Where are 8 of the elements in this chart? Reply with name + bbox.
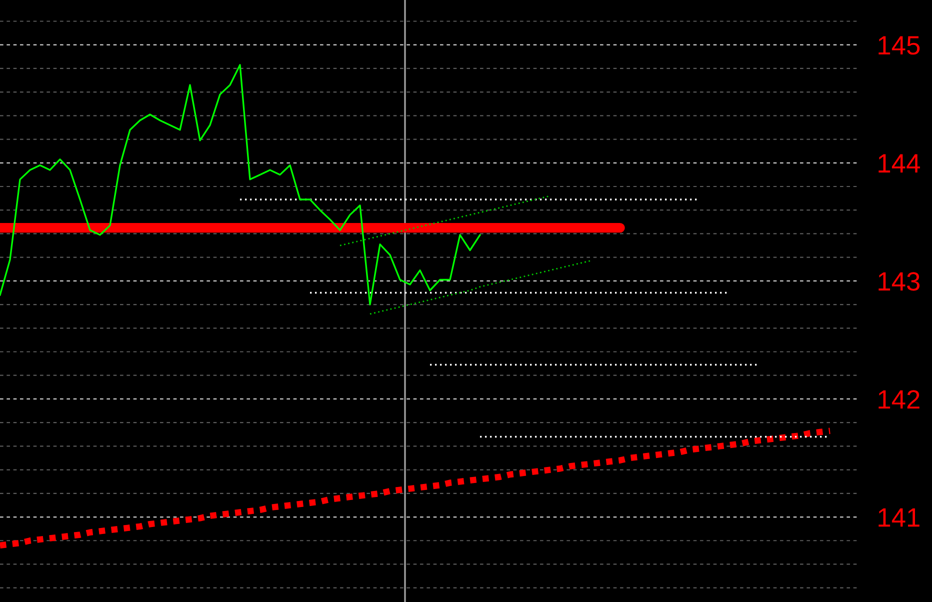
- line-series: [369, 260, 591, 315]
- y-tick-label: 145: [878, 36, 920, 55]
- y-tick-label: 143: [878, 272, 920, 291]
- y-tick-label: 144: [878, 154, 920, 172]
- line-series: [0, 64, 481, 306]
- line-series: [339, 195, 551, 246]
- y-tick-label: 142: [878, 390, 920, 409]
- y-tick-label: 141: [878, 508, 920, 527]
